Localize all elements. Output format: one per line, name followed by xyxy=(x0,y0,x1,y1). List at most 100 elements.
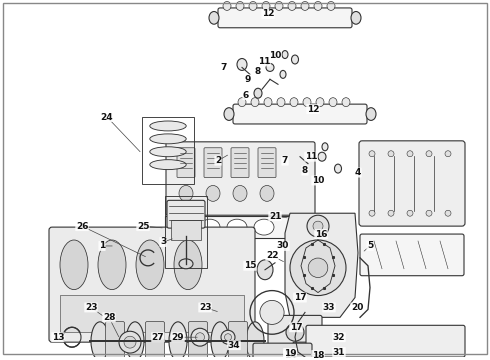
Text: 10: 10 xyxy=(269,51,281,60)
Ellipse shape xyxy=(211,322,229,360)
Ellipse shape xyxy=(236,1,244,10)
Bar xyxy=(60,294,244,332)
Ellipse shape xyxy=(174,240,202,289)
FancyBboxPatch shape xyxy=(146,321,165,360)
Ellipse shape xyxy=(169,322,187,360)
Ellipse shape xyxy=(119,331,141,353)
Text: 7: 7 xyxy=(282,156,288,165)
Ellipse shape xyxy=(150,147,186,157)
Text: 3: 3 xyxy=(160,238,166,247)
Ellipse shape xyxy=(124,336,136,348)
Text: 17: 17 xyxy=(290,323,302,332)
Ellipse shape xyxy=(179,259,193,269)
Polygon shape xyxy=(285,213,358,318)
Ellipse shape xyxy=(173,219,193,235)
Ellipse shape xyxy=(351,12,361,24)
Text: 6: 6 xyxy=(243,91,249,100)
Ellipse shape xyxy=(150,134,186,144)
FancyBboxPatch shape xyxy=(360,234,464,276)
Ellipse shape xyxy=(329,98,337,107)
Ellipse shape xyxy=(314,1,322,10)
Text: 29: 29 xyxy=(172,333,184,342)
Ellipse shape xyxy=(277,98,285,107)
Ellipse shape xyxy=(191,328,209,346)
Ellipse shape xyxy=(290,240,346,296)
Ellipse shape xyxy=(249,1,257,10)
Bar xyxy=(171,220,201,240)
Ellipse shape xyxy=(60,240,88,289)
FancyBboxPatch shape xyxy=(292,342,433,360)
Text: 13: 13 xyxy=(52,333,64,342)
Ellipse shape xyxy=(290,98,298,107)
Ellipse shape xyxy=(224,108,234,120)
Ellipse shape xyxy=(369,151,375,157)
Ellipse shape xyxy=(260,185,274,201)
Ellipse shape xyxy=(307,215,329,237)
Ellipse shape xyxy=(91,322,109,360)
Text: 5: 5 xyxy=(367,242,373,251)
Ellipse shape xyxy=(254,88,262,98)
Text: 12: 12 xyxy=(307,105,319,114)
Ellipse shape xyxy=(280,71,286,78)
Text: 33: 33 xyxy=(323,303,335,312)
FancyBboxPatch shape xyxy=(258,148,276,177)
Text: 2: 2 xyxy=(215,156,221,165)
FancyBboxPatch shape xyxy=(253,343,312,360)
Ellipse shape xyxy=(246,322,264,360)
Ellipse shape xyxy=(288,1,296,10)
Text: 1: 1 xyxy=(99,242,105,251)
FancyBboxPatch shape xyxy=(105,321,124,360)
Ellipse shape xyxy=(136,240,164,289)
Text: 32: 32 xyxy=(333,333,345,342)
Bar xyxy=(165,216,310,238)
Text: 25: 25 xyxy=(137,222,149,231)
Text: 31: 31 xyxy=(333,348,345,357)
Text: 10: 10 xyxy=(312,176,324,185)
Ellipse shape xyxy=(150,121,186,131)
Text: 16: 16 xyxy=(315,230,327,239)
Ellipse shape xyxy=(292,55,298,64)
Ellipse shape xyxy=(221,330,235,344)
Ellipse shape xyxy=(254,219,274,235)
Ellipse shape xyxy=(426,151,432,157)
Text: 14: 14 xyxy=(284,351,296,360)
Ellipse shape xyxy=(233,185,247,201)
Ellipse shape xyxy=(196,333,204,342)
Ellipse shape xyxy=(407,210,413,216)
Ellipse shape xyxy=(327,1,335,10)
Text: 12: 12 xyxy=(262,9,274,18)
Text: 11: 11 xyxy=(258,57,270,66)
Text: 8: 8 xyxy=(302,166,308,175)
Ellipse shape xyxy=(388,151,394,157)
Ellipse shape xyxy=(282,51,288,59)
Ellipse shape xyxy=(262,1,270,10)
Ellipse shape xyxy=(407,151,413,157)
Text: 24: 24 xyxy=(100,113,113,122)
Text: 9: 9 xyxy=(245,75,251,84)
Ellipse shape xyxy=(303,98,311,107)
Ellipse shape xyxy=(238,98,246,107)
Text: 17: 17 xyxy=(294,293,306,302)
Text: 19: 19 xyxy=(284,348,296,357)
FancyBboxPatch shape xyxy=(204,148,222,177)
Ellipse shape xyxy=(335,164,342,173)
FancyBboxPatch shape xyxy=(306,325,465,357)
Text: 30: 30 xyxy=(277,242,289,251)
Ellipse shape xyxy=(318,152,326,161)
FancyBboxPatch shape xyxy=(166,142,315,215)
Ellipse shape xyxy=(227,219,247,235)
Ellipse shape xyxy=(206,185,220,201)
Ellipse shape xyxy=(237,59,247,71)
Ellipse shape xyxy=(316,98,324,107)
Text: 23: 23 xyxy=(85,303,97,312)
Text: 34: 34 xyxy=(228,341,240,350)
Text: 28: 28 xyxy=(103,313,115,322)
Bar xyxy=(142,117,194,184)
Ellipse shape xyxy=(313,221,323,231)
Ellipse shape xyxy=(126,322,144,360)
FancyBboxPatch shape xyxy=(359,141,465,226)
FancyBboxPatch shape xyxy=(49,227,255,342)
Text: 22: 22 xyxy=(266,251,278,260)
Text: 23: 23 xyxy=(199,303,211,312)
FancyBboxPatch shape xyxy=(231,148,249,177)
